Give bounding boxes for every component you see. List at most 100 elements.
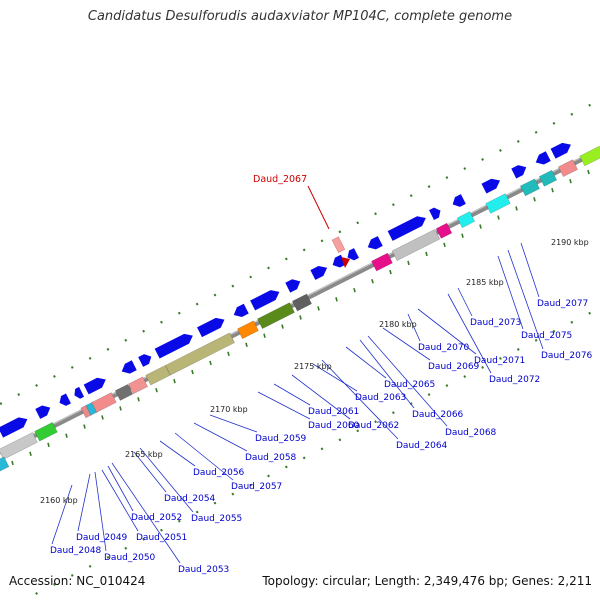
gene-label[interactable]: Daud_2069 [428, 362, 480, 372]
gene-label[interactable]: Daud_2058 [245, 453, 297, 463]
gene-arrow[interactable] [57, 393, 71, 408]
label-leader [209, 414, 258, 433]
label-leader [359, 339, 415, 409]
gene-box[interactable] [456, 211, 476, 229]
gene-box[interactable] [391, 228, 441, 261]
gene-arrow[interactable] [72, 386, 85, 400]
axis-tick [533, 197, 536, 202]
gene-label[interactable]: Daud_2048 [50, 546, 102, 556]
label-leader [520, 242, 540, 298]
gene-box[interactable] [114, 383, 134, 401]
gene-box[interactable] [145, 365, 171, 386]
highlight-leader [307, 185, 330, 230]
axis-tick [407, 260, 410, 266]
gene-box[interactable] [0, 456, 10, 472]
gene-label[interactable]: Daud_2073 [470, 318, 521, 328]
highlight-gene-marker [331, 236, 346, 254]
gene-arrow[interactable] [154, 331, 196, 359]
gene-box[interactable] [257, 302, 295, 329]
inner-dotted-guide [21, 307, 600, 600]
gene-arrow[interactable] [250, 287, 282, 311]
gene-arrow[interactable] [387, 213, 429, 241]
gene-arrow[interactable] [83, 375, 109, 395]
gene-arrow[interactable] [429, 206, 443, 220]
label-leader [382, 327, 431, 361]
gene-label[interactable]: Daud_2072 [489, 375, 540, 385]
gene-track [0, 140, 600, 472]
gene-arrow[interactable] [138, 352, 154, 367]
gene-arrow[interactable] [450, 194, 466, 209]
highlight-label[interactable]: Daud_2067 [253, 174, 307, 185]
gene-arrow[interactable] [365, 236, 383, 252]
gene-label[interactable]: Daud_2053 [178, 565, 229, 575]
gene-label[interactable]: Daud_2062 [348, 421, 399, 431]
gene-label[interactable]: Daud_2077 [537, 299, 588, 309]
gene-arrow[interactable] [310, 263, 329, 280]
highlight-arrow-icon [341, 257, 350, 268]
label-leader [497, 255, 524, 330]
axis-tick [281, 324, 284, 329]
gene-box[interactable] [0, 432, 38, 460]
gene-arrow[interactable] [533, 151, 551, 167]
gene-arrow[interactable] [35, 403, 52, 419]
gene-label[interactable]: Daud_2075 [521, 331, 572, 341]
gene-label[interactable]: Daud_2052 [131, 513, 182, 523]
gene-arrow[interactable] [119, 360, 137, 376]
gene-arrow[interactable] [481, 176, 502, 194]
gene-box[interactable] [292, 293, 312, 312]
gene-label[interactable]: Daud_2061 [308, 407, 359, 417]
gene-arrow[interactable] [345, 248, 359, 262]
gene-box[interactable] [579, 145, 600, 167]
gene-box[interactable] [435, 222, 453, 239]
gene-box[interactable] [538, 169, 558, 187]
scale-label: 2190 kbp [551, 238, 589, 247]
gene-label[interactable]: Daud_2049 [76, 533, 128, 543]
gene-label[interactable]: Daud_2066 [412, 410, 464, 420]
gene-box[interactable] [91, 392, 117, 413]
gene-label[interactable]: Daud_2051 [136, 533, 187, 543]
gene-box[interactable] [485, 193, 511, 214]
gene-label[interactable]: Daud_2057 [231, 482, 282, 492]
gene-box[interactable] [128, 376, 148, 395]
gene-label[interactable]: Daud_2063 [355, 393, 406, 403]
gene-arrow[interactable] [330, 254, 346, 270]
axis-tick [497, 215, 500, 220]
label-leader [291, 374, 351, 420]
label-leader [111, 462, 181, 564]
gene-label[interactable]: Daud_2055 [191, 514, 242, 524]
gene-label[interactable]: Daud_2054 [164, 494, 216, 504]
gene-label[interactable]: Daud_2050 [104, 553, 156, 563]
gene-label[interactable]: Daud_2065 [384, 380, 435, 390]
axis-tick [479, 224, 482, 229]
scale-label: 2180 kbp [379, 320, 417, 329]
gene-arrow[interactable] [550, 140, 574, 159]
gene-arrow[interactable] [511, 162, 528, 179]
axis-tick [371, 278, 374, 284]
axis-tick [335, 297, 338, 302]
gene-label[interactable]: Daud_2059 [255, 434, 307, 444]
map-title: Candidatus Desulforudis audaxviator MP10… [87, 9, 513, 24]
gene-box[interactable] [558, 159, 578, 178]
scale-label: 2185 kbp [466, 278, 504, 287]
gene-box[interactable] [237, 320, 259, 340]
gene-label[interactable]: Daud_2071 [474, 356, 525, 366]
gene-arrow[interactable] [231, 303, 249, 320]
axis-tick [101, 415, 104, 420]
gene-label[interactable]: Daud_2060 [308, 421, 360, 431]
axis-tick [587, 169, 590, 175]
gene-label[interactable]: Daud_2068 [445, 428, 497, 438]
gene-box[interactable] [520, 178, 540, 197]
gene-label[interactable]: Daud_2076 [541, 351, 593, 361]
scale-label: 2175 kbp [294, 362, 332, 371]
gene-arrow[interactable] [0, 414, 30, 438]
gene-box[interactable] [371, 252, 393, 272]
label-leader [273, 383, 311, 406]
gene-arrow[interactable] [197, 315, 227, 338]
gene-label[interactable]: Daud_2056 [193, 468, 245, 478]
gene-label[interactable]: Daud_2070 [418, 343, 470, 353]
highlight-callout: Daud_2067 [253, 174, 350, 268]
gene-label[interactable]: Daud_2064 [396, 441, 448, 451]
gene-box[interactable] [165, 332, 235, 376]
gene-box[interactable] [34, 422, 58, 442]
gene-arrow[interactable] [285, 276, 302, 293]
